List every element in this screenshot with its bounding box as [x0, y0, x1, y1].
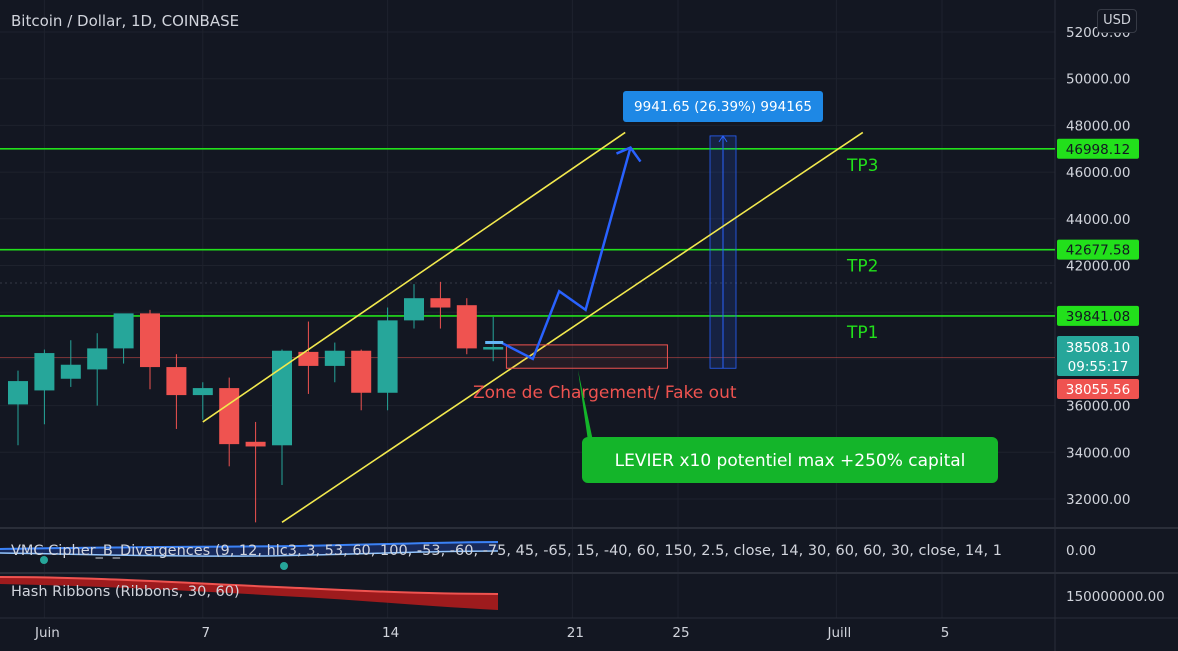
price-axis-tick: 50000.00	[1066, 72, 1130, 88]
indicator-plots	[0, 541, 499, 610]
callout-pointer	[578, 370, 593, 441]
price-axis-tick: 32000.00	[1066, 492, 1130, 508]
vmc-wave-line	[0, 541, 499, 550]
measure-label-bg	[623, 91, 823, 122]
candle-body	[219, 388, 240, 445]
chart-grid	[0, 0, 1055, 618]
candle-body	[34, 353, 55, 391]
level-price-tag	[1057, 305, 1139, 326]
time-axis-tick: Juill	[827, 625, 852, 641]
vmc-dot	[280, 562, 288, 570]
level-price-label: 46998.12	[1066, 142, 1130, 158]
candle-body	[324, 350, 345, 366]
hash-ribbon-line	[0, 576, 499, 595]
price-axis: 32000.0034000.0036000.0038000.0040000.00…	[1057, 25, 1139, 508]
candle-body	[140, 313, 160, 368]
level-price-label: 39841.08	[1066, 309, 1130, 325]
candle-body	[272, 350, 292, 446]
candle-body	[192, 388, 213, 396]
indicator-hash-title[interactable]: Hash Ribbons (Ribbons, 30, 60)	[11, 584, 240, 600]
projection-arrow-path	[500, 147, 632, 361]
zone-label: Zone de Chargement/ Fake out	[473, 383, 737, 403]
drawings: 9941.65 (26.39%) 994165 Zone de Chargemen…	[202, 91, 998, 524]
leverage-callout: LEVIER x10 potentiel max +250% capital	[615, 451, 966, 471]
price-axis-tick: 48000.00	[1066, 118, 1130, 134]
candles	[8, 281, 504, 523]
level-price-tag	[1057, 239, 1139, 260]
hash-ribbon-fill	[0, 577, 498, 610]
time-axis: Juin 7 14 21 25 Juill 5	[34, 625, 949, 641]
symbol-title[interactable]: Bitcoin / Dollar, 1D, COINBASE	[11, 12, 240, 30]
measure-arrow	[718, 135, 728, 143]
countdown-label: 09:55:17	[1068, 359, 1129, 375]
candle-body	[377, 320, 398, 393]
candle-body	[483, 346, 504, 350]
time-axis-tick: 21	[567, 625, 584, 641]
channel-upper-line	[202, 131, 626, 423]
red-level-tag	[1057, 379, 1139, 399]
callout-bg	[582, 437, 998, 483]
candle-body	[351, 350, 372, 393]
zone-box	[505, 344, 668, 369]
price-axis-tick: 36000.00	[1066, 399, 1130, 415]
candle-body	[8, 381, 28, 405]
candle-body	[298, 351, 319, 366]
tp-label: TP2	[846, 257, 878, 277]
tp-label: TP1	[846, 323, 878, 343]
candle-body	[87, 348, 108, 370]
measure-label: 9941.65 (26.39%) 994165	[634, 99, 812, 115]
candle-body	[113, 313, 134, 349]
indicator-vmc-title[interactable]: VMC Cipher_B_Divergences (9, 12, hlc3, 3…	[11, 543, 1002, 559]
price-axis-tick: 46000.00	[1066, 165, 1130, 181]
vmc-dot	[40, 556, 48, 564]
level-price-tag	[1057, 138, 1139, 159]
time-axis-tick: Juin	[34, 625, 60, 641]
current-price-label: 38508.10	[1066, 340, 1130, 356]
tp-label: TP3	[846, 156, 878, 176]
indicator-hash-value: 150000000.00	[1066, 589, 1165, 605]
price-axis-tick: 34000.00	[1066, 445, 1130, 461]
candle-body	[166, 367, 187, 396]
projection-arrow-head	[615, 146, 642, 163]
candle-body	[430, 298, 451, 308]
level-price-label: 42677.58	[1066, 243, 1130, 259]
time-axis-tick: 5	[941, 625, 950, 641]
candle-body	[245, 441, 266, 447]
price-axis-tick: 42000.00	[1066, 259, 1130, 275]
vmc-wave-line2	[0, 550, 499, 557]
indicator-vmc-value: 0.00	[1066, 543, 1097, 559]
candle-body	[404, 298, 424, 321]
current-price-tag	[1057, 336, 1139, 376]
price-axis-tick: 44000.00	[1066, 212, 1130, 228]
red-level-label: 38055.56	[1066, 382, 1130, 398]
time-axis-tick: 7	[202, 625, 211, 641]
channel-lower-line	[281, 131, 864, 524]
time-axis-tick: 25	[672, 625, 689, 641]
currency-button[interactable]: USD	[1097, 9, 1137, 33]
time-axis-tick: 14	[382, 625, 399, 641]
candle-body	[60, 364, 81, 379]
candle-body	[456, 305, 477, 349]
